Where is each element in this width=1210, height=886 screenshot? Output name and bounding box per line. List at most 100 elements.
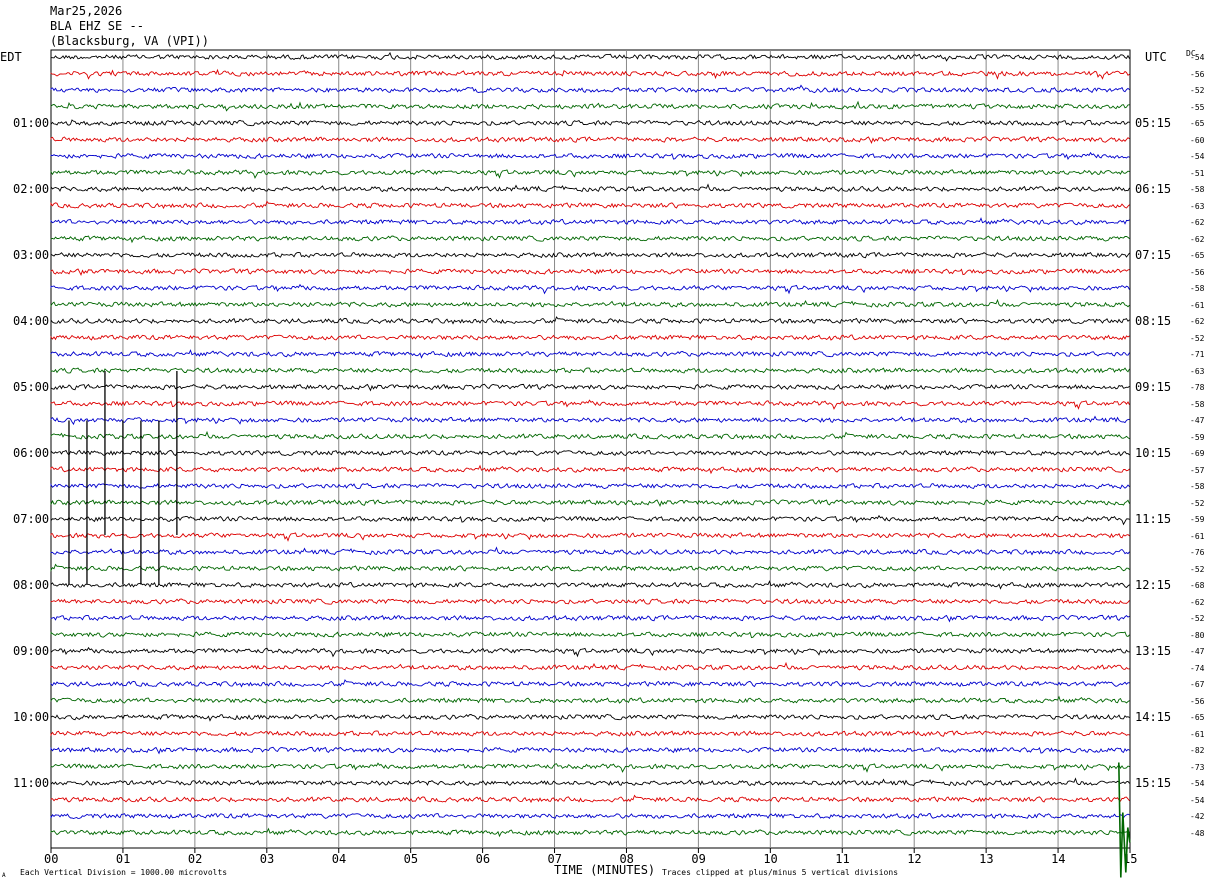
trace-row-35 bbox=[50, 614, 1130, 623]
right-hour-label: 15:15 bbox=[1135, 776, 1172, 790]
dc-offset-label: -65 bbox=[1190, 713, 1205, 722]
dc-offset-label: -52 bbox=[1190, 564, 1205, 574]
x-axis-title: TIME (MINUTES) bbox=[554, 863, 656, 877]
trace-row-11 bbox=[50, 217, 1130, 226]
dc-offset-label: -61 bbox=[1190, 300, 1205, 310]
trace-row-30 bbox=[50, 532, 1130, 542]
x-tick-label: 14 bbox=[1051, 852, 1066, 866]
trace-row-22 bbox=[50, 399, 1130, 410]
trace-row-16 bbox=[50, 298, 1130, 308]
trace-row-10 bbox=[50, 200, 1130, 210]
trace-row-38 bbox=[50, 661, 1130, 671]
corner-mark: A bbox=[2, 872, 6, 879]
dc-offset-label: -80 bbox=[1190, 630, 1205, 640]
scale-note: Each Vertical Division = 1000.00 microvo… bbox=[20, 868, 228, 877]
x-tick-label: 09 bbox=[691, 852, 706, 866]
trace-row-5 bbox=[50, 119, 1130, 127]
x-tick-label: 07 bbox=[547, 852, 562, 866]
trace-row-48 bbox=[50, 827, 1130, 838]
right-hour-label: 12:15 bbox=[1135, 578, 1172, 592]
trace-row-28 bbox=[50, 499, 1130, 507]
trace-row-24 bbox=[50, 430, 1130, 441]
trace-row-4 bbox=[50, 100, 1130, 112]
dc-offset-label: -56 bbox=[1190, 696, 1205, 706]
dc-offset-label: -42 bbox=[1190, 812, 1205, 821]
right-hour-label: 06:15 bbox=[1135, 182, 1172, 196]
trace-row-37 bbox=[50, 646, 1130, 658]
x-tick-label: 10 bbox=[763, 852, 778, 866]
dc-offset-label: -59 bbox=[1190, 515, 1205, 524]
trace-row-20 bbox=[50, 367, 1130, 374]
dc-offset-label: -55 bbox=[1190, 102, 1205, 112]
trace-row-1 bbox=[50, 51, 1130, 62]
right-hour-label: 13:15 bbox=[1135, 644, 1172, 658]
dc-offset-label: -61 bbox=[1190, 729, 1205, 739]
trace-row-36 bbox=[50, 631, 1130, 639]
dc-offset-label: -62 bbox=[1190, 597, 1205, 607]
dc-offset-label: -52 bbox=[1190, 86, 1205, 95]
trace-row-41 bbox=[50, 713, 1130, 722]
dc-offset-label: -73 bbox=[1190, 762, 1205, 772]
trace-row-40 bbox=[50, 695, 1130, 704]
dc-offset-label: -54 bbox=[1190, 795, 1205, 805]
trace-row-27 bbox=[50, 482, 1130, 490]
trace-row-23 bbox=[50, 415, 1130, 426]
trace-row-18 bbox=[50, 334, 1130, 341]
trace-row-44 bbox=[50, 762, 1130, 773]
x-tick-label: 03 bbox=[259, 852, 275, 866]
dc-offset-label: -52 bbox=[1190, 614, 1205, 623]
x-tick-label: 02 bbox=[187, 852, 203, 866]
x-tick-label: 05 bbox=[403, 852, 419, 866]
right-hour-label: 05:15 bbox=[1135, 116, 1172, 130]
left-zone-label: EDT bbox=[0, 50, 22, 64]
left-hour-label: 06:00 bbox=[13, 446, 50, 460]
dc-offset-label: -47 bbox=[1190, 647, 1205, 656]
clip-note: Traces clipped at plus/minus 5 vertical … bbox=[662, 868, 899, 877]
dc-offset-label: -65 bbox=[1190, 119, 1205, 128]
trace-row-7 bbox=[50, 151, 1130, 161]
x-tick-label: 11 bbox=[835, 852, 850, 866]
dc-offset-label: -60 bbox=[1190, 135, 1205, 145]
trace-row-6 bbox=[50, 136, 1130, 144]
dc-offset-label: -47 bbox=[1190, 416, 1205, 425]
dc-offset-label: -52 bbox=[1190, 333, 1205, 343]
trace-row-33 bbox=[50, 580, 1130, 590]
left-hour-label: 10:00 bbox=[13, 710, 50, 724]
dc-offset-label: -58 bbox=[1190, 284, 1205, 293]
left-hour-label: 11:00 bbox=[13, 776, 50, 790]
left-hour-label: 07:00 bbox=[13, 512, 50, 526]
x-tick-label: 01 bbox=[115, 852, 131, 866]
right-hour-label: 08:15 bbox=[1135, 314, 1172, 328]
header-location: (Blacksburg, VA (VPI)) bbox=[50, 34, 209, 48]
left-hour-label: 04:00 bbox=[13, 314, 50, 328]
trace-row-25 bbox=[50, 449, 1130, 457]
trace-row-29 bbox=[50, 514, 1130, 526]
trace-row-34 bbox=[50, 598, 1130, 605]
dc-offset-label: -51 bbox=[1190, 168, 1205, 178]
trace-row-46 bbox=[50, 794, 1130, 804]
dc-offset-label: -52 bbox=[1190, 498, 1205, 508]
dc-offset-label: -68 bbox=[1190, 581, 1205, 590]
trace-row-26 bbox=[50, 464, 1130, 475]
trace-row-19 bbox=[50, 349, 1130, 359]
dc-offset-label: -65 bbox=[1190, 251, 1205, 260]
dc-offset-label: -62 bbox=[1190, 317, 1205, 326]
trace-row-9 bbox=[50, 183, 1130, 193]
dc-offset-label: -74 bbox=[1190, 663, 1205, 673]
right-zone-label: UTC bbox=[1145, 50, 1167, 64]
dc-offset-label: -63 bbox=[1190, 366, 1205, 376]
trace-row-14 bbox=[50, 268, 1130, 276]
dc-offset-label: -57 bbox=[1190, 465, 1205, 475]
left-hour-label: 03:00 bbox=[13, 248, 50, 262]
header-date: Mar25,2026 bbox=[50, 4, 123, 18]
right-hour-label: 09:15 bbox=[1135, 380, 1172, 394]
dc-offset-label: -54 bbox=[1190, 53, 1205, 62]
dc-offset-label: -78 bbox=[1190, 383, 1205, 392]
dc-offset-label: -56 bbox=[1190, 267, 1205, 277]
dc-label: DC bbox=[1186, 49, 1196, 58]
trace-row-21 bbox=[50, 383, 1130, 392]
trace-row-15 bbox=[50, 283, 1130, 295]
trace-row-39 bbox=[50, 679, 1130, 688]
trace-row-42 bbox=[50, 730, 1130, 737]
